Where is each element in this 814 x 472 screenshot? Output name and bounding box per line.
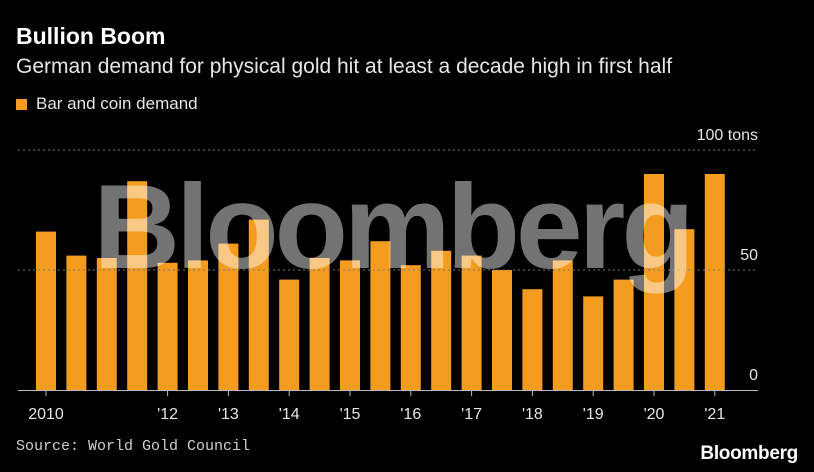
bar [704,174,725,390]
x-tick-label: '21 [704,406,725,423]
bar [431,250,452,390]
x-tick-label: '15 [340,406,361,423]
bar [583,296,604,390]
bar [522,289,543,390]
bar [340,260,360,390]
x-tick-label: '12 [157,406,178,423]
x-tick-label: '20 [644,406,665,423]
chart-subtitle: German demand for physical gold hit at l… [16,55,673,78]
legend-label: Bar and coin demand [36,94,198,113]
source-note: Source: World Gold Council [16,438,251,455]
bar [66,255,87,390]
x-tick-label: 2010 [28,406,64,423]
bar [188,260,208,390]
legend-swatch [16,98,27,110]
bar [309,258,330,390]
legend: Bar and coin demand [16,94,198,114]
bar [370,241,391,390]
chart-title: Bullion Boom [16,23,166,49]
bar [552,260,573,390]
bar [96,258,117,390]
y-tick-label: 50 [740,247,758,264]
bar [127,181,148,390]
y-tick-label: 0 [749,367,758,384]
bar [248,219,269,390]
x-tick-label: '18 [522,406,543,423]
bar [279,279,300,390]
x-tick-label: '14 [279,406,300,423]
bar [613,279,634,390]
bar [644,174,664,390]
x-tick-label: '16 [400,406,421,423]
bar [218,243,239,390]
x-tick-label: '17 [461,406,482,423]
bar [674,229,695,390]
x-tick-label: '19 [583,406,604,423]
bloomberg-watermark: Bloomberg [93,160,690,294]
bar [36,231,56,390]
bar [157,262,178,390]
bloomberg-logo: Bloomberg [700,443,798,464]
bar [461,255,482,390]
bar [400,265,421,390]
bar [492,270,512,390]
y-tick-label: 100 tons [697,127,758,144]
x-tick-label: '13 [218,406,239,423]
